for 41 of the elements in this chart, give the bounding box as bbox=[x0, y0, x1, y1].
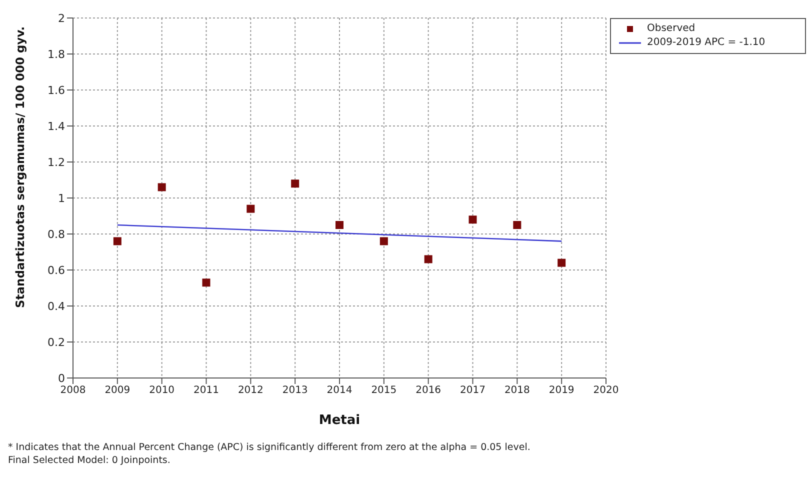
x-tick-label: 2008 bbox=[60, 385, 86, 396]
point bbox=[202, 278, 210, 287]
x-tick-label: 2010 bbox=[149, 385, 175, 396]
legend-label: 2009-2019 APC = -1.10 bbox=[647, 36, 766, 50]
point bbox=[424, 255, 432, 264]
x-tick-label: 2012 bbox=[238, 385, 264, 396]
y-tick-label: 1.2 bbox=[48, 156, 65, 169]
x-tick-label: 2020 bbox=[593, 385, 619, 396]
x-tick-label: 2019 bbox=[548, 385, 574, 396]
x-tick-label: 2016 bbox=[416, 385, 442, 396]
y-tick-label: 0.4 bbox=[48, 300, 65, 313]
point bbox=[291, 180, 300, 188]
text: * Indicates that the Annual Percent Change (APC) is significantly different from zero at the alpha = 0.05 level. bbox=[8, 441, 532, 454]
x-tick-label: 2014 bbox=[326, 385, 352, 396]
y-tick-label: 1.6 bbox=[48, 84, 65, 97]
y-tick-label: 0.8 bbox=[48, 228, 65, 241]
point bbox=[468, 216, 477, 224]
y-tick-label: 0 bbox=[58, 372, 65, 385]
y-tick-label: 2 bbox=[58, 12, 65, 25]
point bbox=[113, 237, 122, 246]
y-tick-label: 1.4 bbox=[48, 120, 65, 133]
x-tick-label: 2009 bbox=[104, 385, 130, 396]
x-tick-label: 2013 bbox=[282, 385, 308, 396]
point bbox=[158, 183, 166, 192]
y-tick-label: 1.8 bbox=[48, 48, 65, 61]
text: Final Selected Model: 0 Joinpoints. bbox=[8, 454, 172, 467]
point bbox=[513, 221, 522, 229]
y-axis-title: Standartizuotas sergamumas/ 100 000 gyv. bbox=[13, 26, 28, 308]
y-tick-label: 0.2 bbox=[48, 336, 65, 349]
x-tick-label: 2015 bbox=[371, 385, 397, 396]
legend-label: Observed bbox=[647, 22, 696, 36]
x-tick-label: 2018 bbox=[504, 385, 530, 396]
x-axis-title: Metai bbox=[318, 413, 360, 428]
y-tick-label: 1 bbox=[58, 192, 65, 205]
point bbox=[558, 258, 566, 267]
x-tick-label: 2011 bbox=[194, 385, 219, 396]
point bbox=[380, 237, 388, 246]
y-tick-label: 0.6 bbox=[48, 264, 65, 277]
point bbox=[246, 204, 255, 213]
point bbox=[336, 221, 344, 229]
x-tick-label: 2017 bbox=[460, 385, 486, 396]
